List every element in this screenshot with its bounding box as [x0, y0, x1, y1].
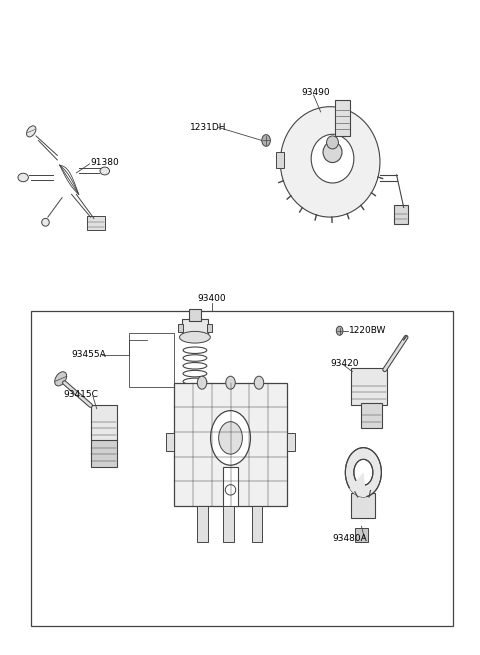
Ellipse shape [55, 372, 67, 386]
Bar [91, 440, 117, 467]
Bar [197, 506, 208, 542]
Bar [31, 311, 454, 626]
Circle shape [354, 459, 373, 485]
Circle shape [226, 376, 235, 389]
Text: 93400: 93400 [197, 294, 226, 303]
Circle shape [197, 376, 207, 389]
Bar [288, 433, 295, 451]
Circle shape [254, 376, 264, 389]
Text: 93480A: 93480A [333, 534, 367, 543]
Bar [166, 433, 174, 451]
Bar [276, 152, 284, 168]
Ellipse shape [326, 136, 338, 149]
Bar [178, 324, 182, 332]
Ellipse shape [311, 134, 354, 183]
Text: 93455A: 93455A [72, 350, 107, 360]
Ellipse shape [225, 485, 236, 495]
Bar [129, 333, 174, 387]
Ellipse shape [323, 141, 342, 162]
Wedge shape [349, 472, 367, 497]
Text: 93490: 93490 [301, 88, 330, 97]
Text: 93415C: 93415C [63, 390, 98, 399]
Bar [181, 319, 208, 337]
Bar [223, 506, 234, 542]
Circle shape [336, 326, 343, 335]
Bar [335, 100, 350, 136]
Ellipse shape [100, 167, 109, 175]
Bar [207, 324, 212, 332]
Bar [361, 403, 383, 428]
Bar [87, 215, 105, 230]
Ellipse shape [180, 331, 210, 343]
Ellipse shape [42, 218, 49, 226]
Bar [351, 367, 387, 405]
Bar [189, 309, 201, 321]
Text: 1231DH: 1231DH [190, 123, 227, 132]
Bar [252, 506, 262, 542]
Ellipse shape [26, 126, 36, 137]
Bar [174, 383, 288, 506]
Bar [355, 527, 368, 542]
Bar [394, 206, 408, 223]
Circle shape [211, 411, 251, 465]
Ellipse shape [280, 107, 380, 217]
Circle shape [345, 447, 382, 497]
Circle shape [262, 135, 270, 146]
Bar [223, 467, 238, 506]
Bar [91, 405, 117, 441]
Ellipse shape [18, 174, 28, 181]
Text: 1220BW: 1220BW [349, 326, 386, 335]
Text: 91380: 91380 [91, 158, 120, 167]
Bar [351, 493, 375, 518]
Circle shape [219, 422, 242, 454]
Text: 93420: 93420 [330, 359, 359, 367]
